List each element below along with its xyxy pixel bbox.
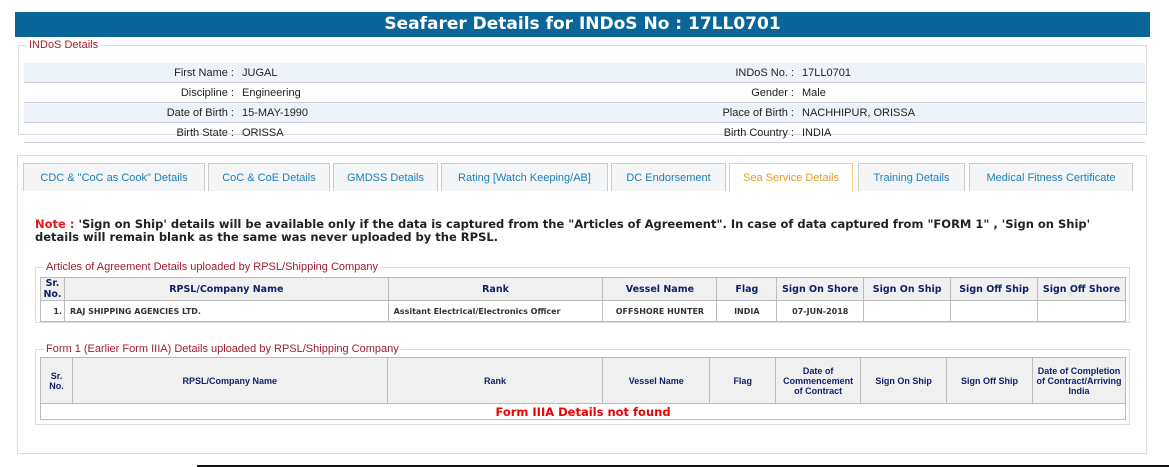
field-value: JUGAL xyxy=(242,67,278,79)
table-cell: Assitant Electrical/Electronics Officer xyxy=(387,300,604,322)
table-cell: RAJ SHIPPING AGENCIES LTD. xyxy=(63,300,389,322)
field-label: Discipline : xyxy=(180,87,234,99)
field-value: INDIA xyxy=(802,127,832,139)
indos-row: Birth State : ORISSA Birth Country : IND… xyxy=(24,123,1145,143)
tab-medical-fitness-certificate[interactable]: Medical Fitness Certificate xyxy=(969,163,1133,191)
column-header: Rank xyxy=(387,277,604,301)
indos-row: Date of Birth : 15-MAY-1990 Place of Bir… xyxy=(24,103,1145,123)
table-cell: 07-JUN-2018 xyxy=(776,300,865,322)
table-cell xyxy=(863,300,952,322)
note-label: Note : xyxy=(35,217,75,231)
column-header: RPSL/Company Name xyxy=(63,277,389,301)
column-header: Date of Commencement of Contract xyxy=(775,357,862,404)
tab-training-details[interactable]: Training Details xyxy=(858,163,965,191)
field-label: First Name : xyxy=(174,67,234,79)
column-header: Sign On Ship xyxy=(863,277,952,301)
indos-row: Discipline : Engineering Gender : Male xyxy=(24,83,1145,103)
form1-section: Form 1 (Earlier Form IIIA) Details uploa… xyxy=(35,343,1130,425)
tab-sea-service-details[interactable]: Sea Service Details xyxy=(729,163,853,192)
indos-row: First Name : JUGAL INDoS No. : 17LL0701 xyxy=(24,63,1145,83)
note: Note : 'Sign on Ship' details will be av… xyxy=(35,218,1125,244)
column-header: Vessel Name xyxy=(602,357,711,404)
field-label: Place of Birth : xyxy=(722,107,794,119)
column-header: Sign On Ship xyxy=(860,357,948,404)
indos-details-section: INDoS Details First Name : JUGAL INDoS N… xyxy=(18,39,1147,143)
field-value: Male xyxy=(802,87,826,99)
articles-legend: Articles of Agreement Details uploaded b… xyxy=(46,261,379,273)
column-header: Sign Off Shore xyxy=(1037,277,1126,301)
column-header: Flag xyxy=(709,357,777,404)
indos-details-legend: INDoS Details xyxy=(29,39,99,51)
column-header: RPSL/Company Name xyxy=(71,357,388,404)
table-row: 1. RAJ SHIPPING AGENCIES LTD. Assitant Ele… xyxy=(40,300,1126,322)
table-cell: INDIA xyxy=(716,300,778,322)
field-value: NACHHIPUR, ORISSA xyxy=(802,107,916,119)
table-cell: 1. xyxy=(40,300,65,322)
field-value: Engineering xyxy=(242,87,301,99)
column-header: Sign Off Ship xyxy=(946,357,1033,404)
articles-table: Sr. No. RPSL/Company Name Rank Vessel Name F… xyxy=(40,277,1126,322)
field-value: 17LL0701 xyxy=(802,67,851,79)
form1-table: Sr. No. RPSL/Company Name Rank Vessel Name F… xyxy=(40,357,1127,420)
field-label: INDoS No. : xyxy=(735,67,794,79)
column-header: Flag xyxy=(716,277,778,301)
column-header: Sr. No. xyxy=(40,277,65,301)
field-label: Birth Country : xyxy=(723,127,794,139)
table-cell xyxy=(950,300,1039,322)
tab-rating-watch-keeping-ab[interactable]: Rating [Watch Keeping/AB] xyxy=(441,163,608,191)
empty-message: Form IIIA Details not found xyxy=(40,403,1126,420)
tab-coc-coe-details[interactable]: CoC & CoE Details xyxy=(208,163,330,191)
field-label: Birth State : xyxy=(176,127,234,139)
table-cell: OFFSHORE HUNTER xyxy=(602,300,718,322)
tab-dc-endorsement[interactable]: DC Endorsement xyxy=(611,163,726,191)
articles-section: Articles of Agreement Details uploaded b… xyxy=(35,261,1130,323)
page-title: Seafarer Details for INDoS No : 17LL0701 xyxy=(15,12,1150,37)
tab-cdc-coc-as-cook-details[interactable]: CDC & "CoC as Cook" Details xyxy=(23,163,205,191)
field-value: ORISSA xyxy=(242,127,284,139)
field-label: Gender : xyxy=(751,87,794,99)
column-header: Vessel Name xyxy=(602,277,718,301)
column-header: Sign Off Ship xyxy=(950,277,1039,301)
table-cell xyxy=(1037,300,1126,322)
column-header: Sign On Shore xyxy=(776,277,865,301)
column-header: Rank xyxy=(386,357,604,404)
tab-gmdss-details[interactable]: GMDSS Details xyxy=(333,163,438,191)
column-header: Sr. No. xyxy=(40,357,73,404)
divider xyxy=(197,465,1169,467)
field-label: Date of Birth : xyxy=(166,107,234,119)
column-header: Date of Completion of Contract/Arriving … xyxy=(1031,357,1127,404)
details-panel xyxy=(17,155,1147,454)
form1-legend: Form 1 (Earlier Form IIIA) Details uploa… xyxy=(46,343,399,355)
note-text: 'Sign on Ship' details will be available… xyxy=(35,217,1091,244)
field-value: 15-MAY-1990 xyxy=(242,107,309,119)
